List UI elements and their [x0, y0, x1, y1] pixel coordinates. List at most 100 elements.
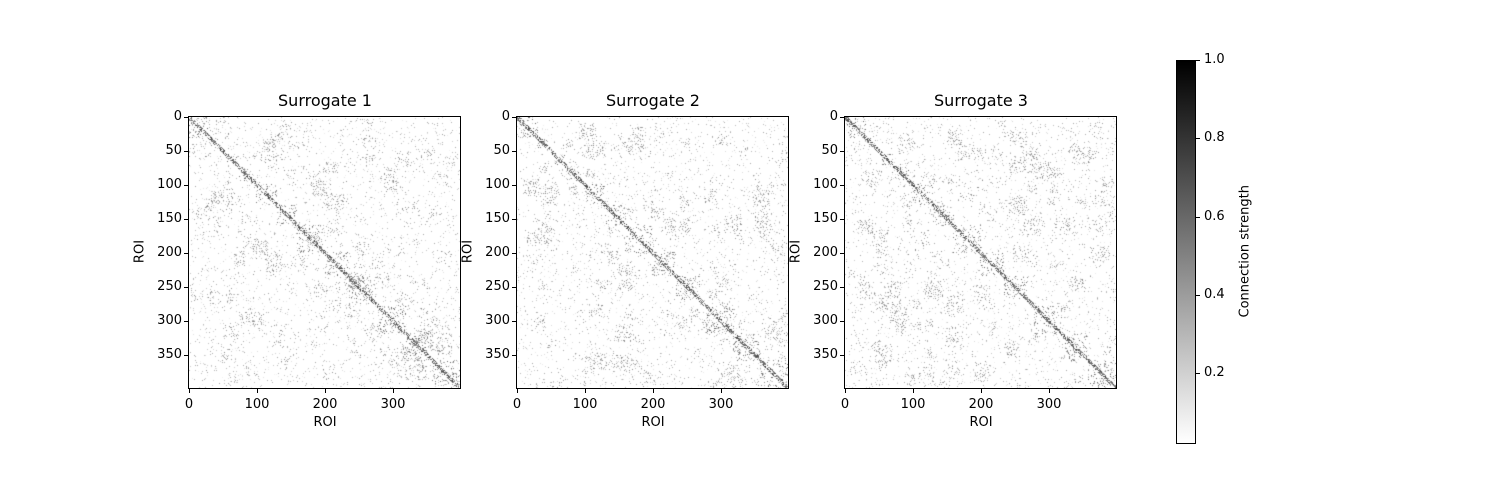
- colorbar-tick-label: 0.2: [1204, 365, 1225, 380]
- y-tick: [840, 185, 844, 186]
- x-tick-label: 0: [184, 397, 194, 412]
- x-tick-label: 200: [968, 397, 994, 412]
- y-tick-label: 150: [157, 211, 182, 226]
- y-tick-label: 250: [157, 279, 182, 294]
- y-tick-label: 100: [485, 177, 510, 192]
- x-tick: [1049, 389, 1050, 393]
- y-tick: [840, 117, 844, 118]
- y-tick-label: 0: [173, 109, 182, 124]
- x-tick: [585, 389, 586, 393]
- y-tick-label: 200: [485, 245, 510, 260]
- x-tick: [393, 389, 394, 393]
- y-tick: [184, 321, 188, 322]
- x-tick-label: 300: [380, 397, 406, 412]
- y-tick-label: 300: [813, 313, 838, 328]
- y-tick-label: 0: [501, 109, 510, 124]
- y-axis-label: ROI: [460, 239, 476, 264]
- x-tick: [845, 389, 846, 393]
- y-tick: [184, 253, 188, 254]
- colorbar: [1176, 60, 1196, 444]
- colorbar-label: Connection strength: [1237, 185, 1253, 318]
- y-tick: [184, 117, 188, 118]
- x-tick: [517, 389, 518, 393]
- y-tick-label: 150: [485, 211, 510, 226]
- y-tick: [512, 219, 516, 220]
- x-tick-label: 0: [512, 397, 522, 412]
- y-axis-label: ROI: [132, 239, 148, 264]
- colorbar-tick-label: 0.8: [1204, 130, 1225, 145]
- x-tick: [189, 389, 190, 393]
- heatmap-canvas: [517, 117, 788, 388]
- y-tick-label: 300: [485, 313, 510, 328]
- colorbar-tick: [1196, 60, 1200, 61]
- colorbar-tick: [1196, 217, 1200, 218]
- y-tick-label: 350: [813, 347, 838, 362]
- y-tick-label: 200: [813, 245, 838, 260]
- heatmap-axes-1: [188, 116, 461, 389]
- y-tick: [184, 355, 188, 356]
- y-tick: [184, 151, 188, 152]
- y-tick: [512, 253, 516, 254]
- x-tick-label: 200: [640, 397, 666, 412]
- y-tick: [840, 219, 844, 220]
- x-tick-label: 200: [312, 397, 338, 412]
- y-tick: [184, 185, 188, 186]
- y-tick-label: 250: [485, 279, 510, 294]
- x-tick-label: 100: [900, 397, 926, 412]
- y-tick-label: 50: [821, 143, 838, 158]
- colorbar-tick: [1196, 295, 1200, 296]
- x-tick-label: 100: [244, 397, 270, 412]
- y-tick: [512, 151, 516, 152]
- y-tick: [184, 287, 188, 288]
- y-tick-label: 0: [829, 109, 838, 124]
- y-tick-label: 100: [157, 177, 182, 192]
- x-tick-label: 0: [840, 397, 850, 412]
- y-tick: [840, 321, 844, 322]
- x-tick: [653, 389, 654, 393]
- y-tick-label: 150: [813, 211, 838, 226]
- colorbar-tick-label: 0.4: [1204, 287, 1225, 302]
- heatmap-axes-2: [516, 116, 789, 389]
- x-tick-label: 100: [572, 397, 598, 412]
- x-tick: [721, 389, 722, 393]
- heatmap-axes-3: [844, 116, 1117, 389]
- x-tick-label: 300: [1036, 397, 1062, 412]
- y-tick: [512, 287, 516, 288]
- y-tick-label: 50: [165, 143, 182, 158]
- y-tick: [840, 355, 844, 356]
- y-tick: [184, 219, 188, 220]
- panel-title: Surrogate 3: [934, 91, 1028, 110]
- y-tick: [840, 253, 844, 254]
- y-tick: [840, 151, 844, 152]
- y-tick: [512, 117, 516, 118]
- y-axis-label: ROI: [788, 239, 804, 264]
- y-tick-label: 350: [485, 347, 510, 362]
- y-tick-label: 250: [813, 279, 838, 294]
- x-tick: [981, 389, 982, 393]
- x-tick: [913, 389, 914, 393]
- colorbar-tick: [1196, 373, 1200, 374]
- y-tick-label: 50: [493, 143, 510, 158]
- x-tick: [257, 389, 258, 393]
- x-axis-label: ROI: [641, 415, 665, 430]
- heatmap-canvas: [189, 117, 460, 388]
- x-axis-label: ROI: [313, 415, 337, 430]
- colorbar-tick-label: 1.0: [1204, 52, 1225, 67]
- y-tick-label: 300: [157, 313, 182, 328]
- y-tick: [840, 287, 844, 288]
- x-tick: [325, 389, 326, 393]
- y-tick-label: 350: [157, 347, 182, 362]
- colorbar-tick-label: 0.6: [1204, 209, 1225, 224]
- y-tick-label: 200: [157, 245, 182, 260]
- y-tick: [512, 321, 516, 322]
- y-tick: [512, 355, 516, 356]
- x-axis-label: ROI: [969, 415, 993, 430]
- x-tick-label: 300: [708, 397, 734, 412]
- heatmap-canvas: [845, 117, 1116, 388]
- panel-title: Surrogate 2: [606, 91, 700, 110]
- colorbar-tick: [1196, 138, 1200, 139]
- panel-title: Surrogate 1: [278, 91, 372, 110]
- y-tick: [512, 185, 516, 186]
- y-tick-label: 100: [813, 177, 838, 192]
